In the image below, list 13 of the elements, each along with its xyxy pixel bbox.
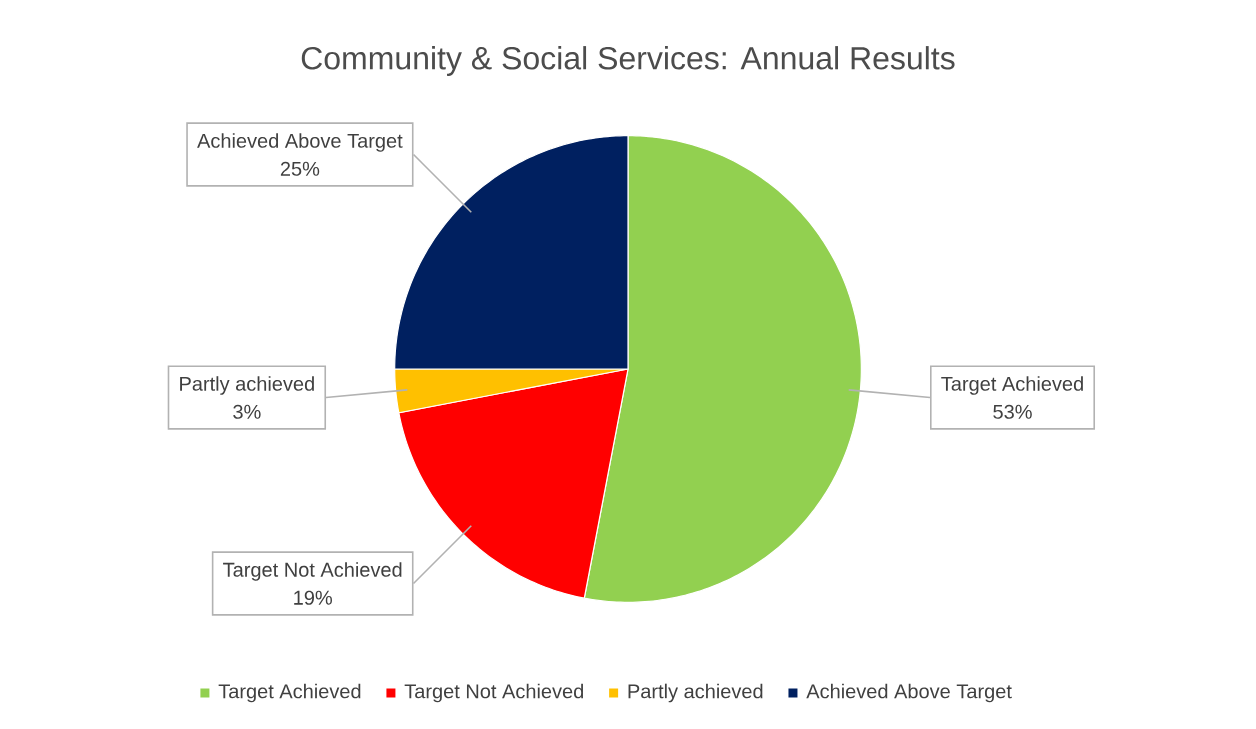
slice-label: Partly achieved <box>180 376 314 395</box>
data-label: 25% <box>280 161 320 176</box>
slice-label: Target Not Achieved <box>223 562 402 581</box>
data-label: 19% <box>294 590 332 605</box>
data-label: 53% <box>993 404 1032 419</box>
slice-label: Target Achieved <box>941 376 1083 395</box>
chart-title: Community & Social Services: Annual Results <box>301 46 955 76</box>
data-label: 3% <box>233 404 261 419</box>
slice-label: Achieved Above Target <box>197 133 403 152</box>
legend-label: Achieved Above Target <box>806 683 1012 703</box>
legend-label: Partly achieved <box>628 683 763 703</box>
legend-label: Target Not Achieved <box>404 683 584 703</box>
legend-label: Target Achieved <box>218 683 361 703</box>
